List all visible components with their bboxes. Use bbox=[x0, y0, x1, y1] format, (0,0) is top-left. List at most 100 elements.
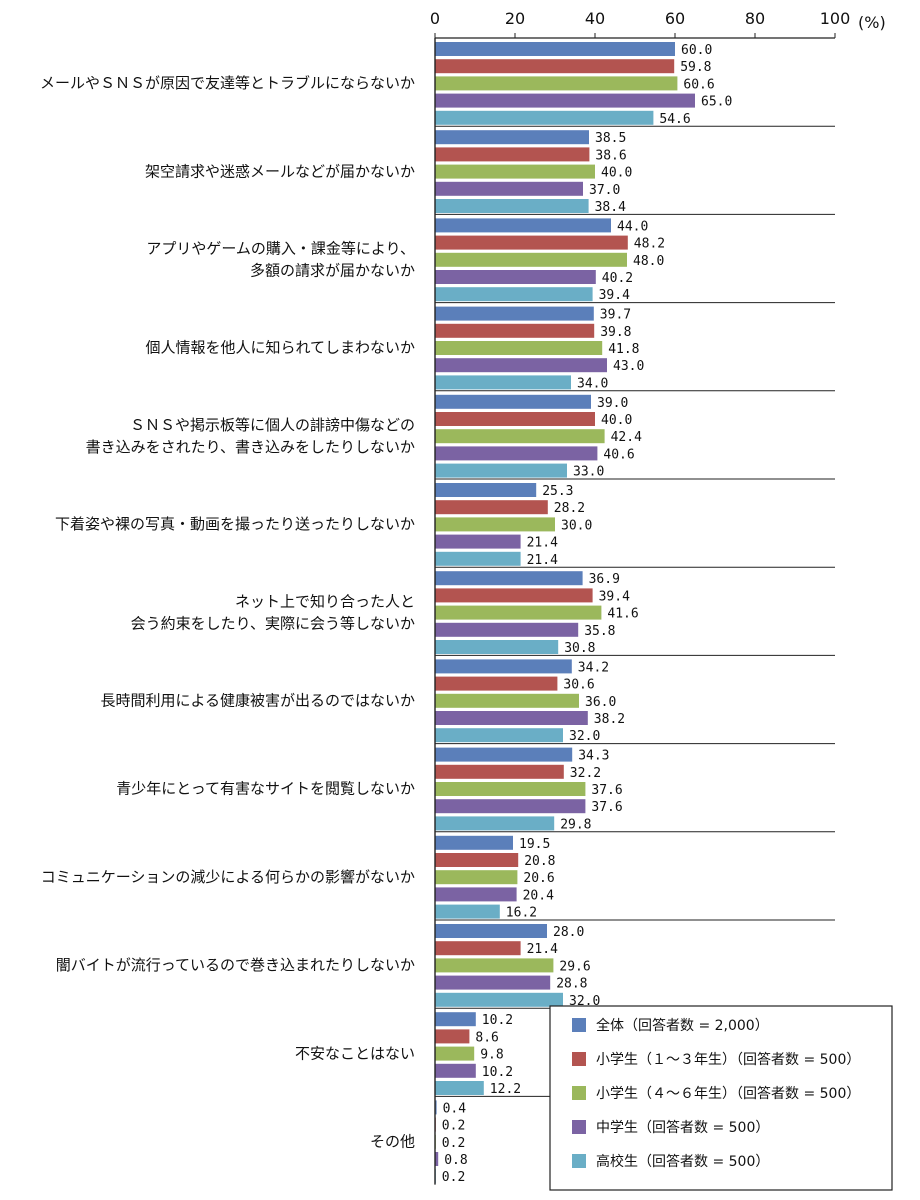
bar bbox=[435, 287, 593, 302]
value-label: 20.4 bbox=[523, 888, 554, 903]
bar bbox=[435, 218, 611, 233]
value-label: 25.3 bbox=[542, 484, 573, 499]
value-label: 20.8 bbox=[524, 854, 555, 869]
value-label: 40.0 bbox=[601, 166, 632, 181]
value-label: 40.6 bbox=[603, 447, 634, 462]
value-label: 43.0 bbox=[613, 359, 644, 374]
bar bbox=[435, 640, 559, 654]
bar bbox=[435, 76, 678, 91]
legend-box bbox=[549, 1005, 893, 1191]
bar bbox=[435, 835, 513, 850]
category-label: 不安なことはない bbox=[295, 1044, 415, 1062]
value-labels: 60.0 59.8 60.6 65.0 54.6 38.5 38.6 40.0 37.0 38.4… bbox=[442, 43, 733, 1185]
bars bbox=[435, 42, 695, 1184]
category-label: 書き込みをされたり、書き込みをしたりしないか bbox=[86, 438, 415, 456]
bar bbox=[435, 924, 547, 938]
bar bbox=[435, 147, 590, 162]
category-label: 下着姿や裸の写真・動画を撮ったり送ったりしないか bbox=[55, 515, 415, 533]
value-label: 59.8 bbox=[680, 60, 711, 75]
value-label: 34.2 bbox=[578, 660, 609, 675]
value-label: 39.4 bbox=[599, 288, 630, 303]
value-label: 37.6 bbox=[591, 800, 622, 815]
bar bbox=[435, 605, 602, 620]
legend-entry: 全体（回答者数 = 2,000） bbox=[596, 1017, 769, 1034]
bar bbox=[435, 42, 675, 56]
bar bbox=[435, 270, 596, 284]
x-tick-label: 100 bbox=[820, 9, 851, 28]
bar bbox=[435, 816, 555, 831]
bar bbox=[435, 1012, 476, 1027]
category-label: ＳＮＳや掲示板等に個人の誹謗中傷などの bbox=[130, 416, 415, 434]
value-label: 30.0 bbox=[561, 518, 592, 533]
legend-swatch bbox=[572, 1154, 586, 1168]
category-label: 青少年にとって有害なサイトを閲覧しないか bbox=[116, 780, 415, 798]
bar bbox=[435, 1063, 476, 1078]
bar bbox=[435, 904, 500, 919]
value-label: 40.2 bbox=[602, 271, 633, 286]
x-tick-label: 60 bbox=[665, 9, 685, 28]
bar bbox=[435, 199, 589, 213]
category-separators bbox=[435, 125, 835, 1097]
bar bbox=[435, 853, 519, 867]
value-label: 9.8 bbox=[480, 1048, 503, 1063]
value-label: 60.6 bbox=[683, 77, 714, 92]
bar bbox=[435, 500, 548, 515]
value-label: 0.2 bbox=[442, 1170, 465, 1185]
category-labels: メールやＳＮＳが原因で友達等とトラブルにならないか架空請求や迷惑メールなどが届か… bbox=[40, 74, 415, 1150]
bar bbox=[435, 870, 518, 885]
value-label: 33.0 bbox=[573, 465, 604, 480]
value-label: 20.6 bbox=[523, 871, 554, 886]
bar bbox=[435, 1081, 484, 1095]
bar bbox=[435, 110, 654, 125]
bar bbox=[435, 375, 571, 390]
axis: 0 20 40 60 80 100 (%) bbox=[430, 9, 886, 1185]
bar bbox=[435, 534, 521, 549]
value-label: 0.8 bbox=[444, 1153, 467, 1168]
category-label: 闇バイトが流行っているので巻き込まれたりしないか bbox=[56, 956, 415, 974]
category-label: アプリやゲームの購入・課金等により、 bbox=[146, 240, 415, 258]
bar bbox=[435, 747, 573, 762]
bar bbox=[435, 941, 521, 956]
value-label: 0.4 bbox=[443, 1101, 467, 1116]
value-label: 8.6 bbox=[475, 1030, 498, 1045]
legend-swatch bbox=[572, 1052, 586, 1066]
value-label: 21.4 bbox=[527, 553, 558, 568]
value-label: 38.2 bbox=[594, 712, 625, 727]
value-label: 36.0 bbox=[585, 695, 616, 710]
value-label: 21.4 bbox=[527, 942, 558, 957]
bar bbox=[435, 1029, 470, 1044]
bar bbox=[435, 446, 598, 461]
x-tick-label: 80 bbox=[745, 9, 765, 28]
category-label: 個人情報を他人に知られてしまわないか bbox=[145, 339, 415, 357]
value-label: 38.6 bbox=[595, 148, 626, 163]
value-label: 28.0 bbox=[553, 925, 584, 940]
legend-swatch bbox=[572, 1086, 586, 1100]
bar bbox=[435, 358, 607, 373]
value-label: 39.7 bbox=[600, 308, 631, 323]
value-label: 34.3 bbox=[578, 749, 609, 764]
value-label: 30.6 bbox=[563, 678, 594, 693]
value-label: 38.4 bbox=[595, 200, 626, 215]
bar bbox=[435, 59, 675, 74]
legend-entry: 小学生（１～３年生）（回答者数 = 500） bbox=[596, 1051, 860, 1068]
bar bbox=[435, 93, 695, 108]
legend-entry: 高校生（回答者数 = 500） bbox=[596, 1153, 769, 1170]
bar bbox=[435, 764, 564, 779]
value-label: 48.2 bbox=[634, 237, 665, 252]
bar bbox=[435, 622, 579, 637]
legend-entry: 中学生（回答者数 = 500） bbox=[596, 1119, 769, 1136]
bar bbox=[435, 551, 521, 566]
value-label: 10.2 bbox=[482, 1013, 513, 1028]
value-label: 65.0 bbox=[701, 95, 732, 110]
value-label: 19.5 bbox=[519, 837, 550, 852]
value-label: 40.0 bbox=[601, 413, 632, 428]
legend-swatch bbox=[572, 1120, 586, 1134]
bar bbox=[435, 412, 595, 426]
bar bbox=[435, 676, 558, 691]
value-label: 60.0 bbox=[681, 43, 712, 58]
x-tick-label: 0 bbox=[430, 9, 440, 28]
unit-label: (%) bbox=[858, 13, 886, 32]
value-label: 10.2 bbox=[482, 1065, 513, 1080]
value-label: 38.5 bbox=[595, 131, 626, 146]
value-label: 41.8 bbox=[608, 342, 639, 357]
